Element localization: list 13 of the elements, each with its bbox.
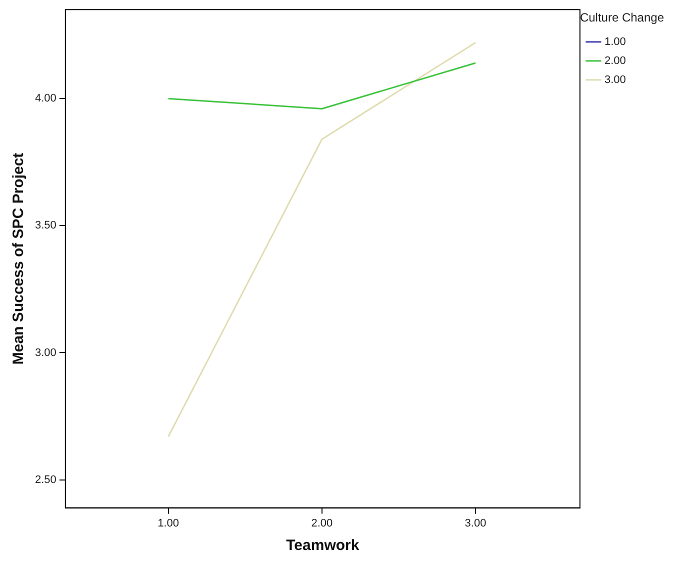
- y-tick-label: 2.50: [34, 474, 56, 486]
- legend-title: Culture Change: [580, 10, 664, 24]
- x-tick-label: 1.00: [158, 517, 180, 530]
- legend-label: 3.00: [604, 74, 626, 86]
- legend-label: 2.00: [604, 54, 626, 67]
- y-tick-label: 3.00: [34, 346, 56, 359]
- x-tick-label: 3.00: [464, 517, 486, 530]
- y-tick-label: 3.50: [34, 220, 56, 232]
- y-axis-title: Mean Success of SPC Project: [10, 152, 28, 365]
- x-axis-title: Teamwork: [286, 537, 360, 554]
- x-tick-label: 2.00: [311, 517, 333, 530]
- y-tick-label: 4.00: [34, 92, 56, 105]
- legend-label: 1.00: [604, 36, 626, 48]
